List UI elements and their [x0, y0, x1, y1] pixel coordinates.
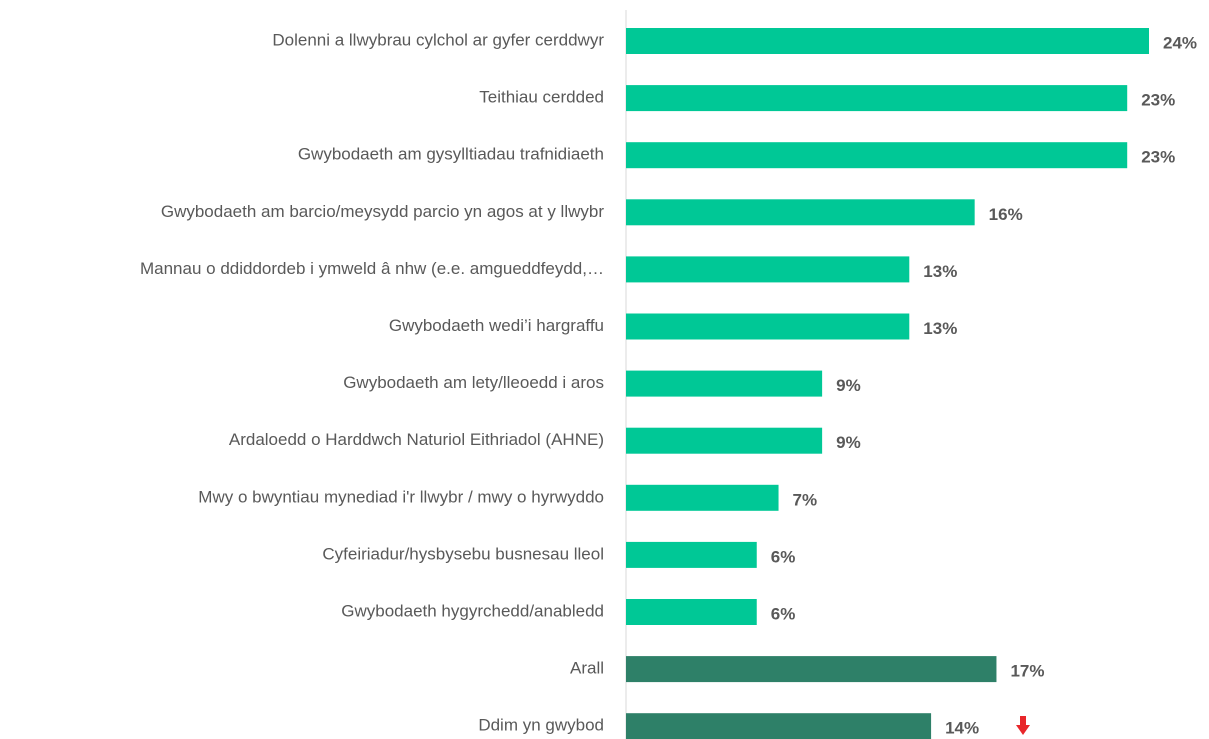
value-label: 6%: [771, 547, 796, 566]
value-label: 23%: [1141, 91, 1175, 110]
value-label: 16%: [989, 205, 1023, 224]
category-label: Teithiau cerdded: [479, 88, 604, 107]
value-label: 6%: [771, 604, 796, 623]
value-label: 23%: [1141, 148, 1175, 167]
category-label: Mannau o ddiddordeb i ymweld â nhw (e.e.…: [140, 259, 604, 278]
category-label: Ddim yn gwybod: [478, 716, 604, 735]
value-label: 13%: [923, 262, 957, 281]
value-label: 9%: [836, 376, 861, 395]
bar: [626, 427, 823, 454]
bar: [626, 142, 1128, 169]
category-label: Gwybodaeth wedi’i hargraffu: [389, 316, 604, 335]
category-label: Gwybodaeth am gysylltiadau trafnidiaeth: [298, 145, 604, 164]
value-label: 7%: [793, 490, 818, 509]
category-label: Dolenni a llwybrau cylchol ar gyfer cerd…: [272, 30, 604, 49]
bar: [626, 199, 975, 226]
bar: [626, 28, 1149, 54]
bar: [626, 484, 779, 511]
bar: [626, 713, 932, 739]
value-label: 24%: [1163, 33, 1197, 52]
bar: [626, 313, 910, 340]
category-label: Gwybodaeth am lety/lleoedd i aros: [343, 373, 604, 392]
bar: [626, 656, 997, 683]
category-label: Arall: [570, 659, 604, 678]
decrease-arrow: [1016, 716, 1030, 735]
bar: [626, 541, 757, 568]
bar: [626, 599, 757, 625]
value-label: 9%: [836, 433, 861, 452]
category-label: Gwybodaeth hygyrchedd/anabledd: [341, 601, 604, 620]
category-label: Ardaloedd o Harddwch Naturiol Eithriadol…: [229, 430, 604, 449]
value-label: 14%: [945, 719, 979, 738]
bar: [626, 85, 1128, 112]
value-label: 17%: [1010, 662, 1044, 681]
category-label: Gwybodaeth am barcio/meysydd parcio yn a…: [161, 202, 604, 221]
category-label: Mwy o bwyntiau mynediad i'r llwybr / mwy…: [198, 487, 604, 506]
bar: [626, 370, 823, 397]
bar: [626, 256, 910, 283]
value-label: 13%: [923, 319, 957, 338]
category-label: Cyfeiriadur/hysbysebu busnesau lleol: [322, 544, 604, 563]
